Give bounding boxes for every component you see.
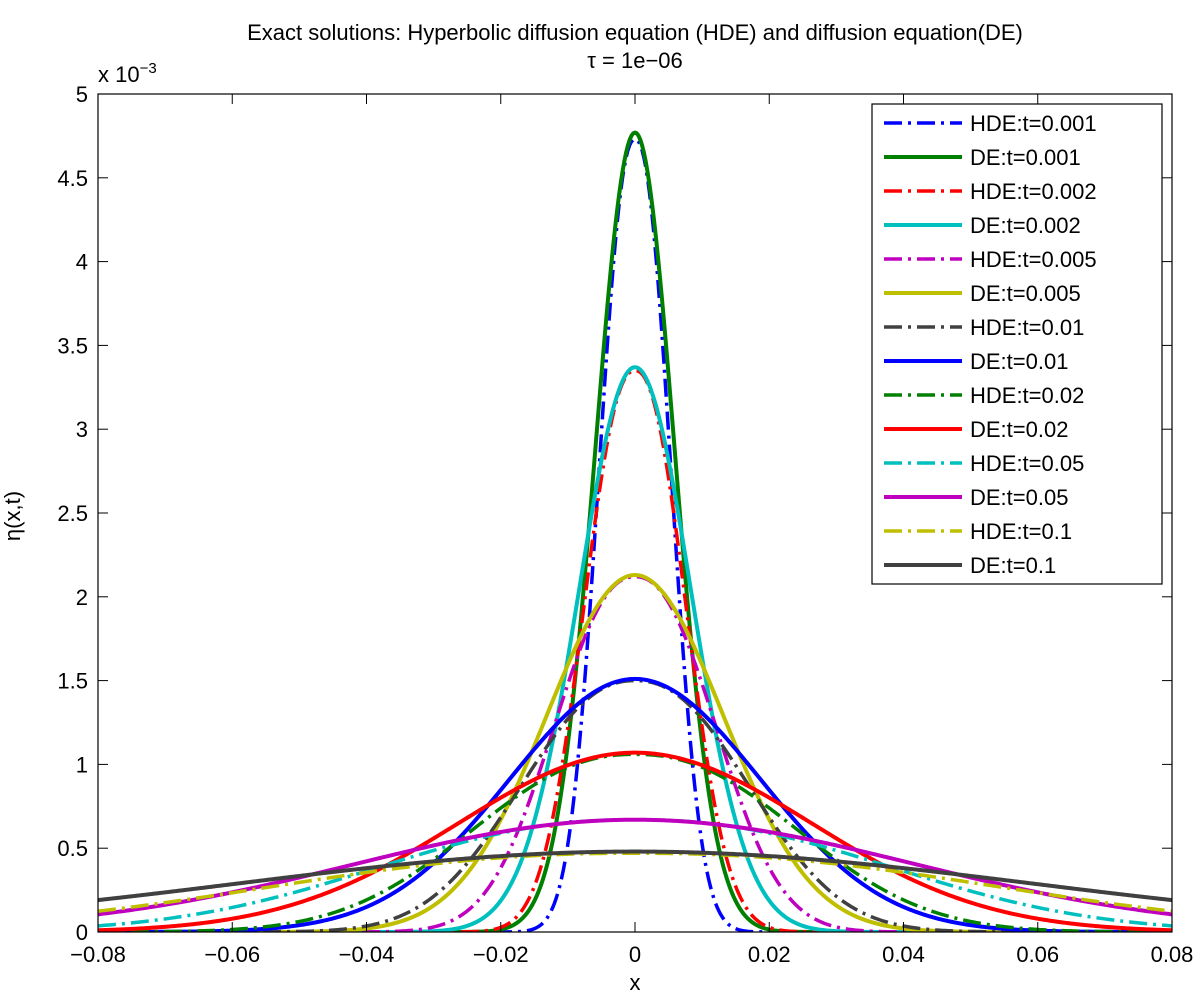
legend-label-hde-t-0-05: HDE:t=0.05: [970, 451, 1084, 476]
series-line-hde-t-0-01: [98, 678, 1172, 932]
x-tick-label: −0.02: [473, 942, 529, 967]
y-axis-ticks: 0 0.5 1 1.5 2 2.5 3 3.5 4 4.5 5: [57, 82, 1172, 945]
x-tick-label: 0.08: [1151, 942, 1194, 967]
chart-title: Exact solutions: Hyperbolic diffusion eq…: [247, 20, 1023, 45]
y-tick-label: 5: [76, 82, 88, 107]
y-tick-label: 0: [76, 920, 88, 945]
y-tick-label: 4: [76, 250, 88, 275]
series-line-de-t-0-002: [98, 365, 1172, 932]
tau-value: = 1e−06: [596, 48, 683, 73]
chart-subtitle: τ = 1e−06: [587, 48, 683, 73]
legend-label-hde-t-0-001: HDE:t=0.001: [970, 111, 1097, 136]
legend-label-de-t-0-02: DE:t=0.02: [970, 417, 1068, 442]
x-tick-label: 0.04: [882, 942, 925, 967]
x-tick-label: 0: [629, 942, 641, 967]
y-tick-label: 1: [76, 752, 88, 777]
legend-label-hde-t-0-002: HDE:t=0.002: [970, 179, 1097, 204]
x-tick-label: 0.02: [748, 942, 791, 967]
series-line-de-t-0-1: [98, 849, 1172, 903]
legend-label-hde-t-0-005: HDE:t=0.005: [970, 247, 1097, 272]
series-line-de-t-0-02: [98, 750, 1172, 932]
y-tick-label: 4.5: [57, 166, 88, 191]
y-tick-label: 3: [76, 417, 88, 442]
x-tick-label: −0.08: [70, 942, 126, 967]
y-multiplier-exponent: −3: [140, 60, 157, 77]
series-line-de-t-0-01: [98, 676, 1172, 932]
legend-label-de-t-0-1: DE:t=0.1: [970, 553, 1056, 578]
tau-symbol: τ: [587, 48, 596, 73]
legend-label-de-t-0-005: DE:t=0.005: [970, 281, 1081, 306]
y-axis-label: η(x,t): [0, 491, 25, 541]
legend-label-hde-t-0-1: HDE:t=0.1: [970, 519, 1072, 544]
x-axis-ticks: −0.08 −0.06 −0.04 −0.02 0 0.02 0.04 0.06 0.08: [70, 94, 1193, 967]
legend-label-de-t-0-01: DE:t=0.01: [970, 349, 1068, 374]
x-tick-label: −0.06: [204, 942, 260, 967]
x-tick-label: −0.04: [339, 942, 395, 967]
y-tick-label: 1.5: [57, 669, 88, 694]
x-axis-label: x: [630, 970, 641, 995]
y-tick-label: 0.5: [57, 836, 88, 861]
legend-label-de-t-0-002: DE:t=0.002: [970, 213, 1081, 238]
series-line-hde-t-0-02: [98, 752, 1172, 932]
legend-box: [871, 103, 1163, 585]
x-tick-label: 0.06: [1016, 942, 1059, 967]
legend: HDE:t=0.001 DE:t=0.001 HDE:t=0.002 DE:t=0.0…: [871, 103, 1163, 585]
legend-label-de-t-0-05: DE:t=0.05: [970, 485, 1068, 510]
series-line-de-t-0-05: [98, 817, 1172, 917]
legend-label-hde-t-0-02: HDE:t=0.02: [970, 383, 1084, 408]
y-tick-label: 2.5: [57, 501, 88, 526]
y-multiplier-base: x 10: [98, 62, 140, 87]
y-tick-label: 3.5: [57, 333, 88, 358]
series-line-hde-t-0-05: [98, 817, 1172, 928]
series-line-de-t-0-001: [98, 130, 1172, 932]
legend-label-de-t-0-001: DE:t=0.001: [970, 145, 1081, 170]
y-axis-multiplier: x 10−3: [98, 60, 157, 87]
legend-label-hde-t-0-01: HDE:t=0.01: [970, 315, 1084, 340]
y-tick-label: 2: [76, 585, 88, 610]
